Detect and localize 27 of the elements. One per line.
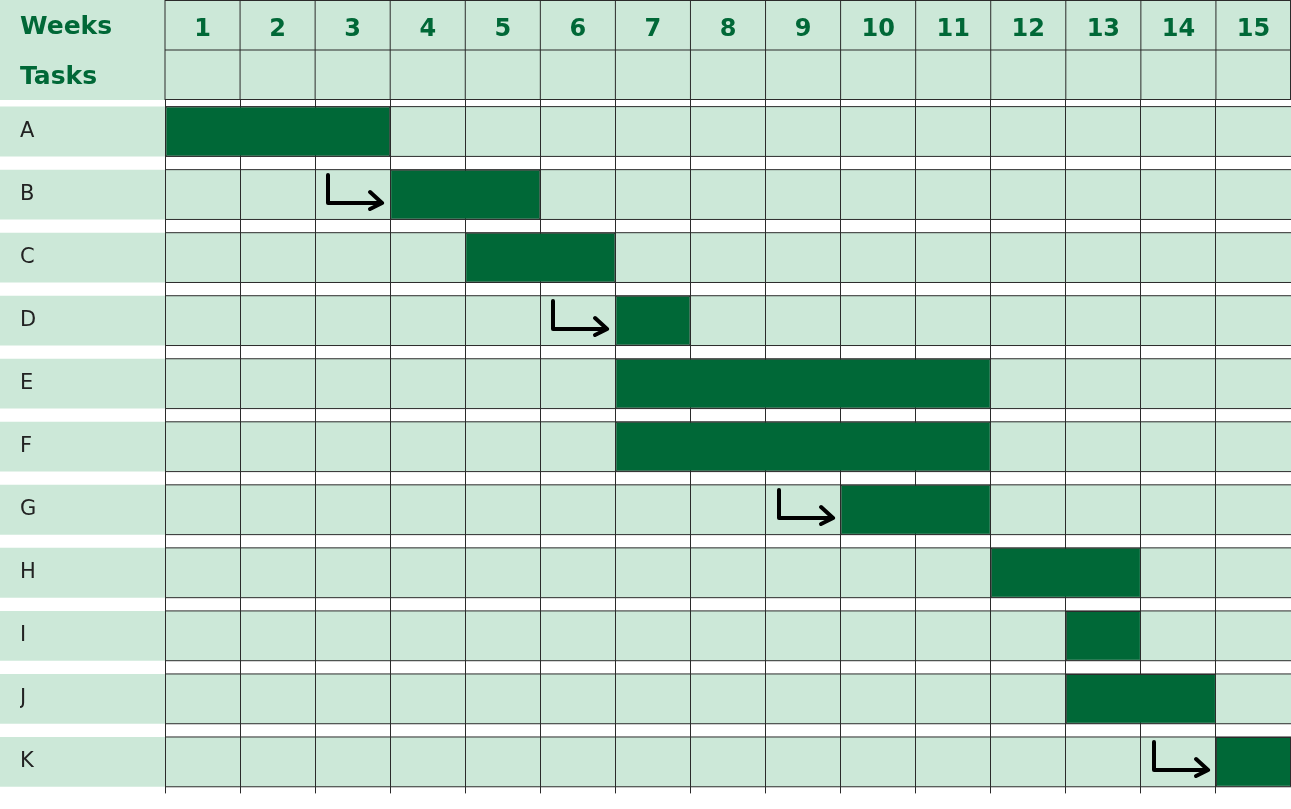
x-tick-label: 8 <box>719 13 737 42</box>
y-tick-label: D <box>20 307 37 332</box>
x-tick-label: 6 <box>569 13 587 42</box>
x-tick-label: 1 <box>194 13 211 42</box>
x-tick-label: 11 <box>936 13 970 42</box>
x-tick-label: 5 <box>494 13 512 42</box>
y-tick-label: C <box>20 244 35 269</box>
y-tick-label: A <box>20 117 35 142</box>
x-tick-label: 12 <box>1011 13 1045 42</box>
y-axis-title: Tasks <box>20 60 98 90</box>
x-tick-label: 13 <box>1086 13 1121 42</box>
y-tick-label: E <box>20 370 34 395</box>
x-tick-label: 14 <box>1161 13 1196 42</box>
x-tick-label: 7 <box>644 13 662 42</box>
y-tick-label: B <box>20 181 35 206</box>
y-tick-label: G <box>20 496 37 521</box>
x-tick-label: 2 <box>269 13 286 42</box>
x-tick-label: 4 <box>419 13 437 42</box>
x-axis-title: Weeks <box>20 10 113 40</box>
y-tick-label: I <box>20 622 27 647</box>
x-tick-label: 15 <box>1236 13 1271 42</box>
y-tick-label: K <box>20 748 35 773</box>
x-tick-label: 10 <box>861 13 895 42</box>
y-tick-label: F <box>20 433 33 458</box>
x-tick-label: 9 <box>794 13 812 42</box>
y-tick-label: H <box>20 559 36 584</box>
x-tick-label: 3 <box>344 13 362 42</box>
